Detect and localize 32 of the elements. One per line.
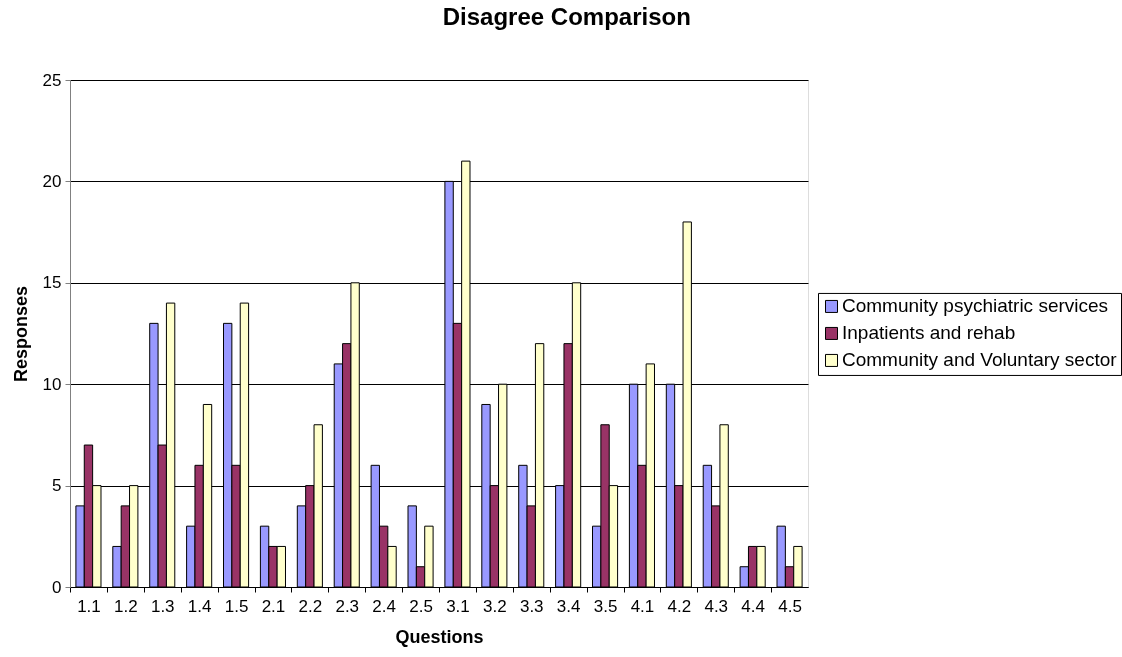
x-tick-label: 4.1 xyxy=(630,596,655,616)
x-tick-label: 4.3 xyxy=(704,596,729,616)
y-tick-label: 25 xyxy=(42,70,62,90)
x-tick-label: 2.1 xyxy=(261,596,286,616)
x-axis-title: Questions xyxy=(395,626,484,647)
y-tick-label: 15 xyxy=(42,273,62,293)
y-tick-label: 0 xyxy=(52,577,62,597)
x-tick-label: 1.2 xyxy=(114,596,138,616)
legend-label: Community and Voluntary sector xyxy=(842,349,1118,371)
x-tick-label: 2.5 xyxy=(409,596,433,616)
x-tick-label: 4.2 xyxy=(667,596,692,616)
x-tick-label: 3.1 xyxy=(446,596,470,616)
x-tick-label: 2.3 xyxy=(335,596,360,616)
x-tick-label: 3.2 xyxy=(483,596,507,616)
x-tick-label: 2.4 xyxy=(372,596,396,616)
y-tick-label: 20 xyxy=(42,171,62,191)
x-tick-label: 1.1 xyxy=(77,596,101,616)
x-tick-label: 4.5 xyxy=(778,596,802,616)
x-tick-label: 3.5 xyxy=(593,596,618,616)
x-tick-label: 3.4 xyxy=(556,596,581,616)
legend-label: Community psychiatric services xyxy=(842,295,1109,317)
chart-title: Disagree Comparison xyxy=(442,3,691,30)
x-tick-label: 3.3 xyxy=(519,596,544,616)
x-tick-label: 1.3 xyxy=(150,596,175,616)
x-tick-label: 4.4 xyxy=(741,596,765,616)
x-tick-label: 1.4 xyxy=(187,596,212,616)
y-tick-label: 10 xyxy=(42,374,62,394)
y-tick-label: 5 xyxy=(52,476,62,496)
legend-label: Inpatients and rehab xyxy=(842,322,1016,344)
x-tick-label: 2.2 xyxy=(298,596,323,616)
x-tick-label: 1.5 xyxy=(224,596,249,616)
y-axis-title: Responses xyxy=(10,285,31,383)
